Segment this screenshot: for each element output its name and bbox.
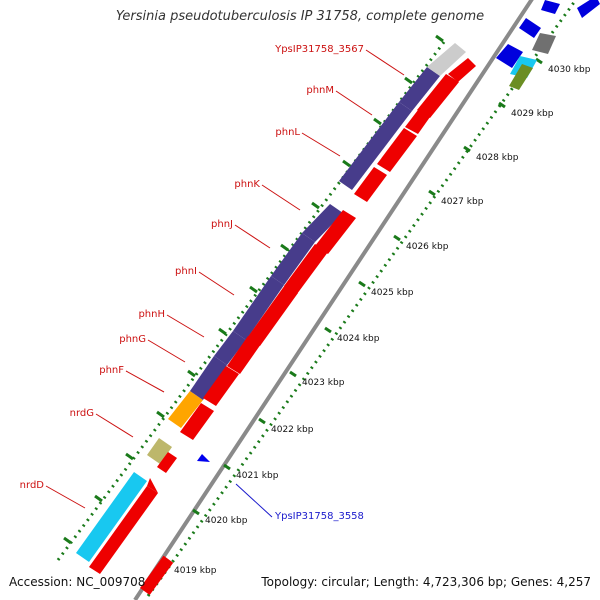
gene-bar-phnJ — [271, 233, 315, 285]
gene-label-phnH: phnH — [138, 309, 165, 320]
leader-line-phnL — [301, 132, 341, 157]
gene-bar-phnK — [302, 204, 343, 242]
gene-bar-YpsIP31758_3567 — [427, 43, 466, 76]
gene-label-phnJ: phnJ — [211, 219, 233, 230]
gene-bar-phnF — [168, 391, 203, 428]
gene-bar-nrdG — [147, 438, 172, 464]
scale-tick-mark — [358, 280, 366, 288]
scale-tick-label: 4023 kbp — [302, 378, 345, 388]
accession-text: Accession: NC_009708 — [9, 575, 146, 589]
gene-bar-phnI — [233, 276, 284, 340]
label-leader-lines — [45, 49, 405, 518]
leader-line-phnK — [261, 184, 301, 211]
scale-tick-label: 4019 kbp — [174, 566, 217, 576]
scale-tick-label: 4021 kbp — [236, 471, 279, 481]
gene-label-phnM: phnM — [306, 85, 334, 96]
scale-tick-mark — [289, 370, 297, 378]
outer-major-ticks — [63, 34, 444, 545]
topology-summary: Topology: circular; Length: 4,723,306 bp… — [261, 575, 591, 589]
gene-label-phnI: phnI — [175, 266, 197, 277]
gene-label-nrdG: nrdG — [69, 408, 94, 419]
leader-line-phnH — [166, 314, 205, 338]
scale-tick-label: 4020 kbp — [205, 516, 248, 526]
leader-line-YpsIP31758_3558 — [235, 483, 273, 518]
scale-tick-label: 4025 kbp — [371, 288, 414, 298]
scale-tick-mark — [535, 57, 543, 65]
leader-line-phnG — [147, 339, 186, 363]
gene-bar-YpsIP31758_3558 — [197, 454, 210, 462]
scale-tick-mark — [463, 145, 471, 153]
leader-line-nrdG — [95, 413, 134, 438]
gene-bar-phnH — [214, 331, 246, 365]
leader-line-phnM — [335, 90, 373, 116]
gene-bar-phnG — [190, 356, 227, 400]
inner-tick-track — [146, 0, 578, 597]
scale-tick-label: 4027 kbp — [441, 197, 484, 207]
gene-label-nrdD: nrdD — [19, 480, 44, 491]
gene-bar-nrdD — [76, 472, 147, 562]
leader-line-phnJ — [234, 224, 271, 249]
gene-label-phnK: phnK — [234, 179, 260, 190]
gene-bar-phnL — [339, 102, 412, 190]
gene-label-phnF: phnF — [99, 365, 124, 376]
leader-line-nrdD — [45, 485, 86, 509]
upstream-genes — [496, 0, 600, 90]
backbone-line — [133, 0, 534, 600]
scale-tick-mark — [192, 508, 200, 516]
gene-bar-phnM — [399, 67, 440, 111]
scale-tick-mark — [498, 101, 506, 109]
gene-label-YpsIP31758_3567: YpsIP31758_3567 — [275, 44, 364, 55]
gene-label-phnG: phnG — [119, 334, 146, 345]
gene-label-YpsIP31758_3558: YpsIP31758_3558 — [275, 511, 364, 522]
leader-line-phnF — [125, 370, 165, 393]
scale-tick-mark — [223, 463, 231, 471]
cds-track — [89, 58, 476, 596]
scale-tick-label: 4026 kbp — [406, 242, 449, 252]
scale-tick-label: 4030 kbp — [548, 65, 591, 75]
scale-tick-label: 4022 kbp — [271, 425, 314, 435]
leader-line-phnI — [198, 271, 235, 296]
outer-tick-track — [56, 41, 446, 561]
scale-tick-mark — [428, 189, 436, 197]
gene-bars — [76, 43, 466, 562]
gene-label-phnL: phnL — [275, 127, 300, 138]
scale-tick-label: 4028 kbp — [476, 153, 519, 163]
scale-tick-mark — [393, 234, 401, 242]
scale-tick-mark — [258, 417, 266, 425]
scale-tick-mark — [324, 326, 332, 334]
leader-line-YpsIP31758_3567 — [365, 49, 405, 76]
scale-tick-label: 4029 kbp — [511, 109, 554, 119]
scale-tick-label: 4024 kbp — [337, 334, 380, 344]
map-title: Yersinia pseudotuberculosis IP 31758, co… — [115, 9, 485, 24]
